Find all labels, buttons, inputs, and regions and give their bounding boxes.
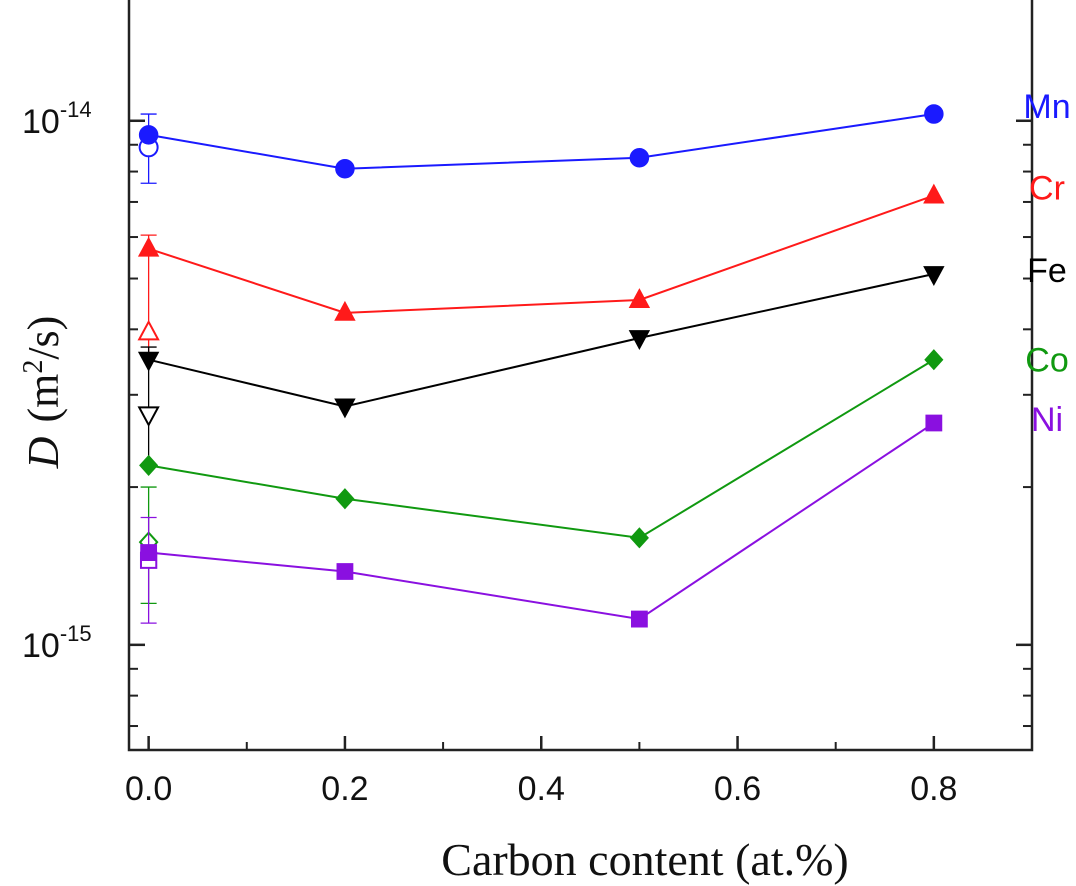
y-axis-unit-suffix: /s) — [19, 316, 68, 360]
x-axis-title: Carbon content (at.%) — [441, 834, 848, 885]
data-series — [137, 104, 945, 628]
point-mn — [138, 125, 159, 145]
point-co — [139, 454, 159, 476]
point-fe — [334, 398, 356, 419]
point-mn — [629, 148, 650, 168]
x-tick-label: 0.4 — [518, 770, 565, 808]
point-cr — [334, 300, 356, 321]
point-co — [335, 488, 355, 510]
point-ni — [336, 563, 354, 580]
point-co — [924, 349, 944, 371]
point-mn — [335, 158, 355, 179]
y-tick-exponent: -14 — [60, 97, 92, 122]
series-label-fe: Fe — [1027, 252, 1067, 290]
plot-border — [127, 0, 1034, 752]
series-label-co: Co — [1025, 342, 1068, 380]
series-label-ni: Ni — [1031, 401, 1063, 439]
series-cr — [137, 183, 945, 354]
series-label-mn: Mn — [1023, 88, 1070, 126]
point-co — [629, 527, 649, 549]
line-mn — [148, 113, 934, 170]
open-point-cr — [137, 319, 160, 341]
series-co — [138, 349, 944, 604]
x-tick-label: 0.2 — [321, 770, 368, 808]
line-cr — [148, 194, 935, 314]
x-tick-label: 0.6 — [714, 770, 761, 808]
y-tick-label: 10-15 — [22, 621, 92, 665]
point-ni — [140, 544, 158, 561]
axis-ticks — [129, 119, 1033, 750]
y-tick-label: 10-14 — [22, 97, 92, 141]
y-tick-exponent: -15 — [60, 621, 92, 646]
y-tick-base: 10 — [22, 103, 60, 141]
series-label-cr: Cr — [1029, 170, 1065, 208]
y-axis-title: D (m2/s) — [18, 316, 68, 470]
y-axis-unit-prefix: (m — [19, 374, 68, 423]
plot-frame — [127, 0, 1034, 752]
point-fe — [923, 266, 945, 286]
y-tick-base: 10 — [22, 627, 60, 665]
point-ni — [925, 414, 943, 432]
point-mn — [924, 104, 944, 124]
point-cr — [137, 236, 160, 257]
point-ni — [630, 610, 648, 628]
line-co — [148, 358, 935, 539]
x-tick-label: 0.0 — [125, 770, 172, 808]
x-tick-label: 0.8 — [910, 770, 957, 808]
point-fe — [628, 330, 651, 350]
series-fe — [137, 266, 945, 467]
y-axis-symbol: D — [19, 436, 68, 469]
line-fe — [148, 273, 935, 408]
point-cr — [628, 288, 651, 308]
y-axis-unit-exp: 2 — [18, 360, 49, 374]
line-ni — [148, 422, 935, 621]
series-ni — [139, 414, 943, 628]
point-cr — [923, 183, 945, 204]
point-fe — [137, 351, 160, 372]
open-point-fe — [137, 406, 160, 428]
series-mn — [138, 104, 944, 184]
